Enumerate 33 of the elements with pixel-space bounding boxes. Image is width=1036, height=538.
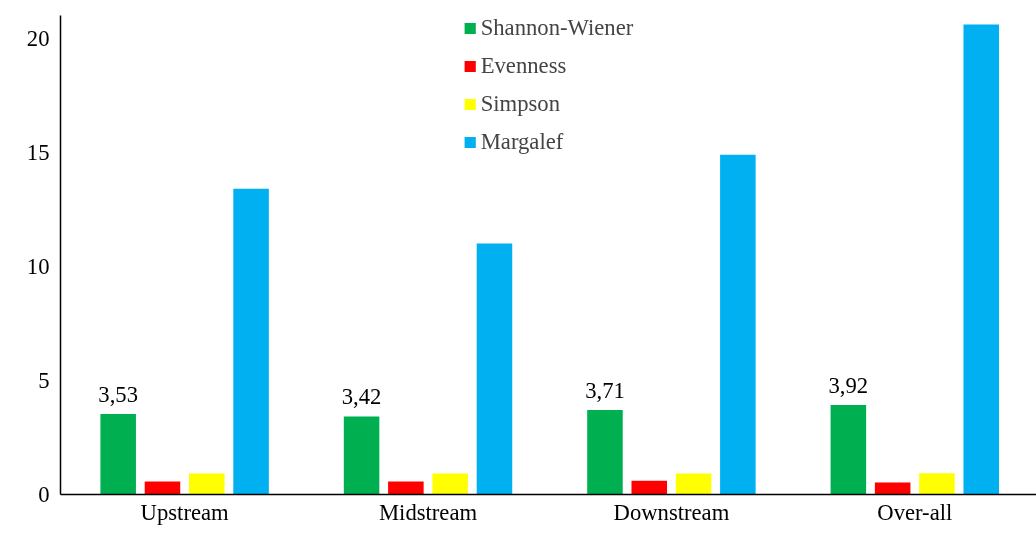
y-tick-label: 15	[26, 139, 50, 165]
bar	[388, 481, 424, 495]
bar	[343, 416, 380, 495]
bar	[476, 243, 513, 495]
x-tick-label: Midstream	[378, 499, 478, 525]
bar	[189, 473, 225, 495]
data-label: 3,42	[341, 384, 382, 410]
bar	[144, 481, 181, 495]
y-tick-label: 5	[38, 367, 50, 393]
legend-label: Evenness	[480, 53, 567, 79]
data-label: 3,71	[585, 377, 625, 403]
y-tick-label: 20	[26, 25, 50, 51]
bar	[874, 482, 911, 495]
bar	[432, 473, 468, 495]
bar	[233, 188, 269, 495]
legend-label: Margalef	[480, 129, 564, 155]
x-tick-label: Over-all	[877, 499, 953, 525]
bar	[100, 413, 136, 495]
legend-label: Simpson	[480, 91, 561, 117]
x-tick-label: Downstream	[613, 499, 730, 525]
bar	[963, 24, 1000, 495]
bar	[587, 409, 623, 495]
legend-label: Shannon-Wiener	[480, 15, 634, 41]
bar	[631, 480, 668, 495]
bar	[720, 154, 756, 495]
y-tick-label: 10	[26, 253, 50, 279]
bar	[830, 405, 867, 495]
data-label: 3,53	[98, 381, 139, 407]
y-tick-label: 0	[38, 482, 50, 507]
bar	[919, 473, 955, 495]
bar	[675, 473, 712, 495]
x-tick-label: Upstream	[140, 499, 230, 525]
data-label: 3,92	[828, 373, 869, 399]
